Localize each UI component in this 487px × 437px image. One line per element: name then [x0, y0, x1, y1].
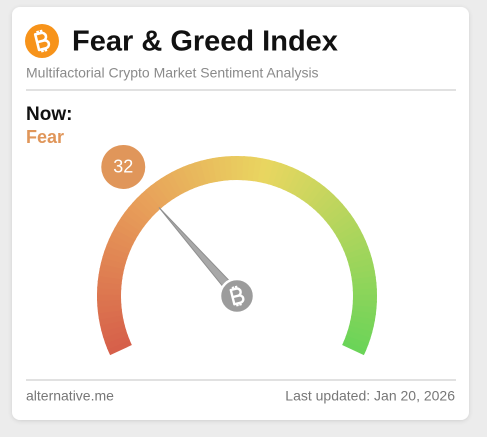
arc-segment: [351, 310, 376, 322]
arc-segment: [252, 157, 264, 183]
subtitle: Multifactorial Crypto Market Sentiment A…: [26, 65, 319, 81]
arc-segment: [345, 330, 371, 346]
arc-segment: [343, 335, 369, 352]
arc-segment: [99, 261, 125, 275]
arc-segment: [128, 201, 152, 224]
arc-segment: [188, 162, 203, 188]
arc-segment: [145, 185, 167, 209]
arc-segment: [287, 169, 305, 195]
value-badge: [101, 144, 146, 189]
arc-segment: [267, 160, 282, 187]
arc-segment: [99, 319, 125, 332]
arc-segment: [104, 333, 130, 350]
value-label: 32: [113, 157, 133, 177]
arc-segment: [176, 166, 194, 192]
arc-segment: [282, 167, 300, 193]
arc-segment: [102, 249, 128, 265]
arc-segment: [108, 232, 134, 250]
arc-segment: [348, 320, 374, 334]
arc-segment: [296, 175, 316, 200]
gauge-arc: [97, 155, 377, 356]
arc-segment: [120, 211, 145, 232]
arc-segment: [327, 208, 351, 229]
arc-segment: [160, 174, 180, 199]
arc-segment: [193, 160, 208, 186]
arc-segment: [104, 244, 130, 260]
arc-segment: [171, 168, 189, 194]
arc-segment: [165, 171, 184, 197]
title: Fear & Greed Index: [72, 26, 338, 58]
arc-segment: [136, 193, 159, 216]
arc-segment: [323, 203, 348, 225]
arc-segment: [102, 329, 128, 344]
arc-segment: [106, 238, 132, 255]
arc-segment: [106, 338, 132, 356]
arc-segment: [124, 206, 148, 228]
arc-segment: [117, 216, 142, 236]
arc-segment: [199, 159, 213, 185]
arc-segment: [312, 190, 335, 213]
arc-segment: [347, 325, 373, 340]
arc-segment: [316, 194, 339, 217]
arc-segment: [342, 340, 367, 356]
now-label: Now:: [26, 104, 72, 125]
arc-segment: [101, 324, 127, 338]
arc-segment: [272, 162, 288, 188]
arc-segment: [140, 188, 163, 212]
arc-segment: [345, 245, 371, 261]
arc-segment: [150, 181, 171, 206]
arc-segment: [100, 255, 126, 270]
arc-segment: [230, 155, 239, 181]
arc-segment: [291, 172, 311, 198]
arc-segment: [262, 159, 276, 185]
arc-segment: [98, 267, 124, 280]
arc-segment: [338, 228, 364, 247]
arc-segment: [300, 178, 321, 203]
arc-segment: [114, 221, 139, 241]
arc-segment: [350, 315, 376, 328]
arc-segment: [330, 213, 355, 233]
arc-segment: [257, 158, 270, 184]
arc-segment: [349, 263, 375, 276]
arc-segment: [347, 251, 373, 266]
arc-segment: [343, 240, 369, 256]
arc-segment: [320, 198, 344, 221]
arc-segment: [336, 223, 361, 242]
arc-segment: [308, 186, 331, 210]
arc-segment: [182, 164, 198, 190]
arc-segment: [155, 177, 175, 202]
arc-segment: [333, 218, 358, 238]
arc-segment: [304, 182, 326, 206]
arc-segment: [132, 197, 155, 220]
source: alternative.me: [26, 388, 114, 404]
arc-segment: [277, 164, 294, 190]
arc-segment: [111, 227, 136, 245]
arc-segment: [348, 257, 374, 271]
last-updated: Last updated: Jan 20, 2026: [285, 388, 455, 404]
arc-segment: [352, 288, 377, 297]
arc-segment: [341, 234, 367, 252]
classification: Fear: [26, 127, 64, 147]
